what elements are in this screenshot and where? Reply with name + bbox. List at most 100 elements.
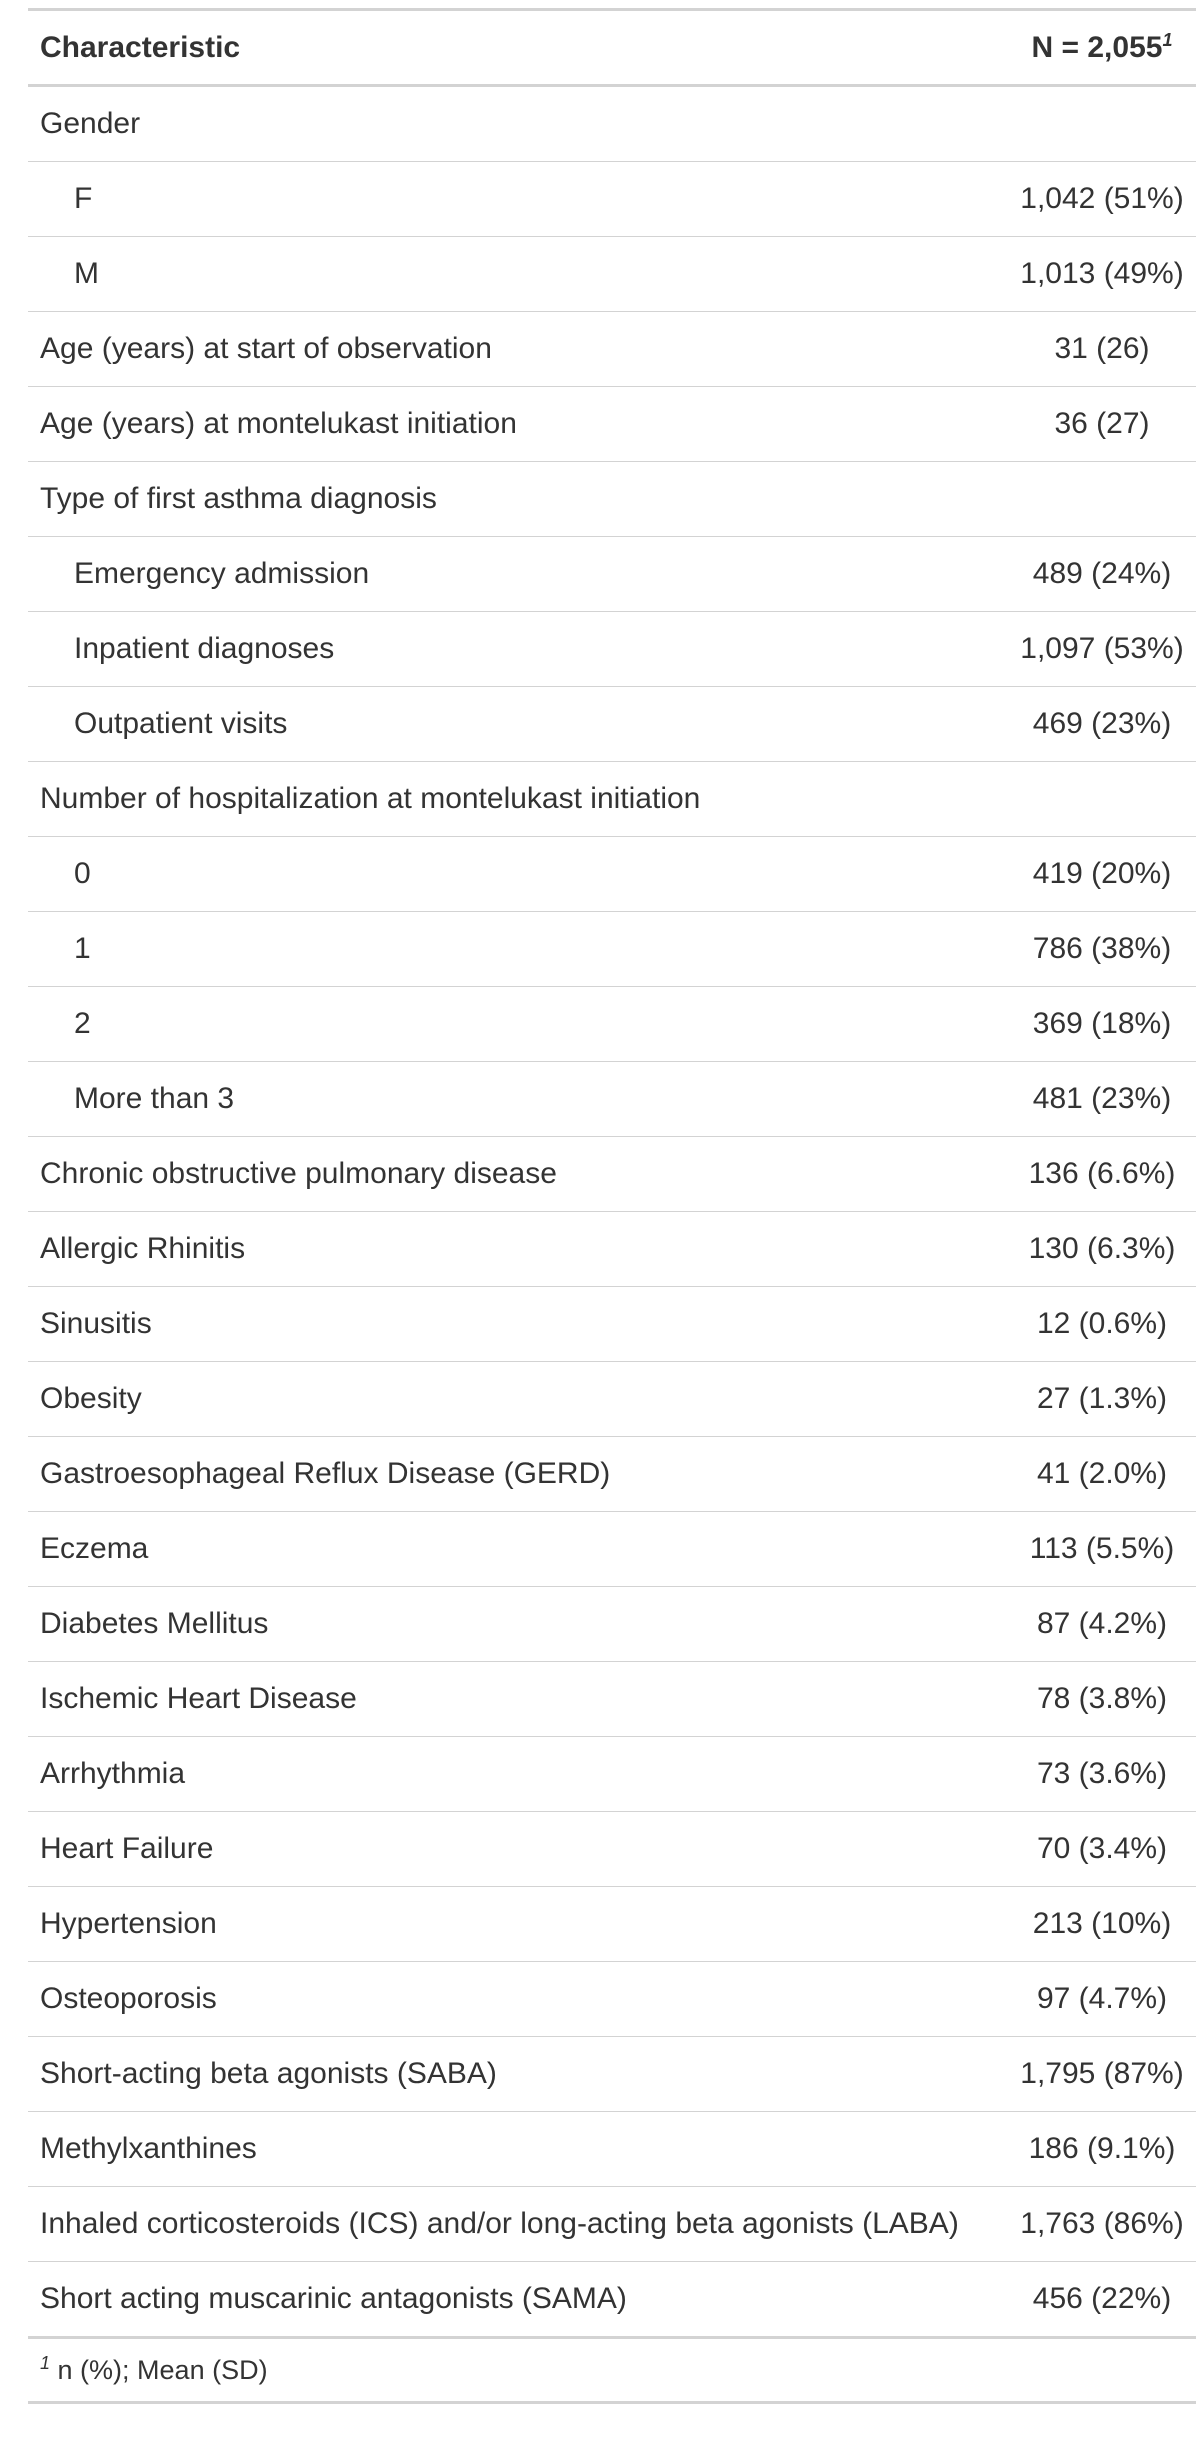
row-value: 1,763 (86%) — [1008, 2186, 1196, 2262]
row-value: 73 (3.6%) — [1008, 1736, 1196, 1812]
row-value: 481 (23%) — [1008, 1061, 1196, 1137]
table-row: Osteoporosis 97 (4.7%) — [28, 1961, 1196, 2037]
row-label: Osteoporosis — [28, 1961, 1008, 2037]
summary-table: Characteristic N = 2,0551 Gender F 1,042 (… — [28, 8, 1196, 2404]
row-value: 469 (23%) — [1008, 686, 1196, 762]
table-row: Eczema 113 (5.5%) — [28, 1511, 1196, 1587]
row-label: Short-acting beta agonists (SABA) — [28, 2036, 1008, 2112]
row-value: 786 (38%) — [1008, 911, 1196, 987]
table-header: Characteristic N = 2,0551 — [28, 9, 1196, 86]
row-value: 87 (4.2%) — [1008, 1586, 1196, 1662]
row-value: 70 (3.4%) — [1008, 1811, 1196, 1887]
row-label: Methylxanthines — [28, 2111, 1008, 2187]
row-label: Heart Failure — [28, 1811, 1008, 1887]
row-sublabel: 2 — [28, 986, 1008, 1062]
n-column-header: N = 2,0551 — [1008, 10, 1196, 86]
table-row: Number of hospitalization at montelukast… — [28, 761, 1196, 837]
row-value: 97 (4.7%) — [1008, 1961, 1196, 2037]
row-value — [1008, 86, 1196, 162]
row-label: Hypertension — [28, 1886, 1008, 1962]
row-sublabel: M — [28, 236, 1008, 312]
row-label: Gender — [40, 107, 141, 140]
row-label: Gastroesophageal Reflux Disease (GERD) — [28, 1436, 1008, 1512]
row-label: Eczema — [28, 1511, 1008, 1587]
row-sublabel: 0 — [28, 836, 1008, 912]
row-value: 186 (9.1%) — [1008, 2111, 1196, 2187]
table-row: Type of first asthma diagnosis — [28, 461, 1196, 537]
row-label: Number of hospitalization at montelukast… — [28, 761, 1008, 837]
footnote-mark: 1 — [1162, 29, 1173, 50]
row-value: 130 (6.3%) — [1008, 1211, 1196, 1287]
table-row: Inhaled corticosteroids (ICS) and/or lon… — [28, 2186, 1196, 2262]
row-sublabel: F — [28, 161, 1008, 237]
table-row: More than 3 481 (23%) — [28, 1061, 1196, 1137]
row-value: 113 (5.5%) — [1008, 1511, 1196, 1587]
row-sublabel: Emergency admission — [28, 536, 1008, 612]
table-body: Gender F 1,042 (51%) M 1,013 (49%) Age (years… — [28, 86, 1196, 2338]
table-row: Methylxanthines 186 (9.1%) — [28, 2111, 1196, 2187]
table-row: Obesity 27 (1.3%) — [28, 1361, 1196, 1437]
table-row: Heart Failure 70 (3.4%) — [28, 1811, 1196, 1887]
table-row: 0 419 (20%) — [28, 836, 1196, 912]
table-row: Gender — [28, 86, 1196, 162]
row-value: 1,042 (51%) — [1008, 161, 1196, 237]
n-label: N = 2,055 — [1031, 30, 1163, 64]
table-row: Short acting muscarinic antagonists (SAM… — [28, 2261, 1196, 2338]
table-row: Sinusitis 12 (0.6%) — [28, 1286, 1196, 1362]
row-label: Type of first asthma diagnosis — [28, 461, 1008, 537]
row-value — [1008, 461, 1196, 537]
table-row: Arrhythmia 73 (3.6%) — [28, 1736, 1196, 1812]
table-row: Diabetes Mellitus 87 (4.2%) — [28, 1586, 1196, 1662]
row-value: 213 (10%) — [1008, 1886, 1196, 1962]
row-label: Diabetes Mellitus — [28, 1586, 1008, 1662]
row-sublabel: Inpatient diagnoses — [28, 611, 1008, 687]
row-value: 136 (6.6%) — [1008, 1136, 1196, 1212]
table-row: Emergency admission 489 (24%) — [28, 536, 1196, 612]
row-label: Age (years) at montelukast initiation — [28, 386, 1008, 462]
footnote-text: n (%); Mean (SD) — [57, 2354, 268, 2385]
row-value: 31 (26) — [1008, 311, 1196, 387]
footnote: 1 n (%); Mean (SD) — [28, 2338, 1196, 2403]
row-label: Inhaled corticosteroids (ICS) and/or lon… — [28, 2186, 1008, 2262]
row-label: Allergic Rhinitis — [28, 1211, 1008, 1287]
row-label: Sinusitis — [28, 1286, 1008, 1362]
row-value: 41 (2.0%) — [1008, 1436, 1196, 1512]
row-value: 369 (18%) — [1008, 986, 1196, 1062]
row-value: 456 (22%) — [1008, 2261, 1196, 2338]
row-label: Chronic obstructive pulmonary disease — [28, 1136, 1008, 1212]
table-row: Short-acting beta agonists (SABA) 1,795 (… — [28, 2036, 1196, 2112]
table-row: M 1,013 (49%) — [28, 236, 1196, 312]
row-label: Short acting muscarinic antagonists (SAM… — [28, 2261, 1008, 2338]
table-row: Gastroesophageal Reflux Disease (GERD) 41… — [28, 1436, 1196, 1512]
row-value: 78 (3.8%) — [1008, 1661, 1196, 1737]
row-value — [1008, 761, 1196, 837]
row-value: 489 (24%) — [1008, 536, 1196, 612]
characteristic-column-header: Characteristic — [40, 30, 241, 64]
row-value: 1,097 (53%) — [1008, 611, 1196, 687]
table-row: Inpatient diagnoses 1,097 (53%) — [28, 611, 1196, 687]
row-sublabel: Outpatient visits — [28, 686, 1008, 762]
row-value: 1,795 (87%) — [1008, 2036, 1196, 2112]
row-value: 27 (1.3%) — [1008, 1361, 1196, 1437]
table-row: Chronic obstructive pulmonary disease 136… — [28, 1136, 1196, 1212]
row-sublabel: 1 — [28, 911, 1008, 987]
table-row: Age (years) at montelukast initiation 36 … — [28, 386, 1196, 462]
table-footer: 1 n (%); Mean (SD) — [28, 2337, 1196, 2403]
footnote-mark: 1 — [40, 2352, 51, 2373]
row-label: Age (years) at start of observation — [28, 311, 1008, 387]
table-row: Age (years) at start of observation 31 (2… — [28, 311, 1196, 387]
row-value: 1,013 (49%) — [1008, 236, 1196, 312]
summary-table-container: Characteristic N = 2,0551 Gender F 1,042 (… — [28, 8, 1196, 2404]
row-label: Ischemic Heart Disease — [28, 1661, 1008, 1737]
row-label: Obesity — [28, 1361, 1008, 1437]
table-row: 2 369 (18%) — [28, 986, 1196, 1062]
table-row: Ischemic Heart Disease 78 (3.8%) — [28, 1661, 1196, 1737]
header-row: Characteristic N = 2,0551 — [28, 9, 1196, 86]
table-row: 1 786 (38%) — [28, 911, 1196, 987]
row-sublabel: More than 3 — [28, 1061, 1008, 1137]
table-row: Allergic Rhinitis 130 (6.3%) — [28, 1211, 1196, 1287]
table-row: Hypertension 213 (10%) — [28, 1886, 1196, 1962]
row-value: 36 (27) — [1008, 386, 1196, 462]
row-label: Arrhythmia — [28, 1736, 1008, 1812]
table-row: Outpatient visits 469 (23%) — [28, 686, 1196, 762]
